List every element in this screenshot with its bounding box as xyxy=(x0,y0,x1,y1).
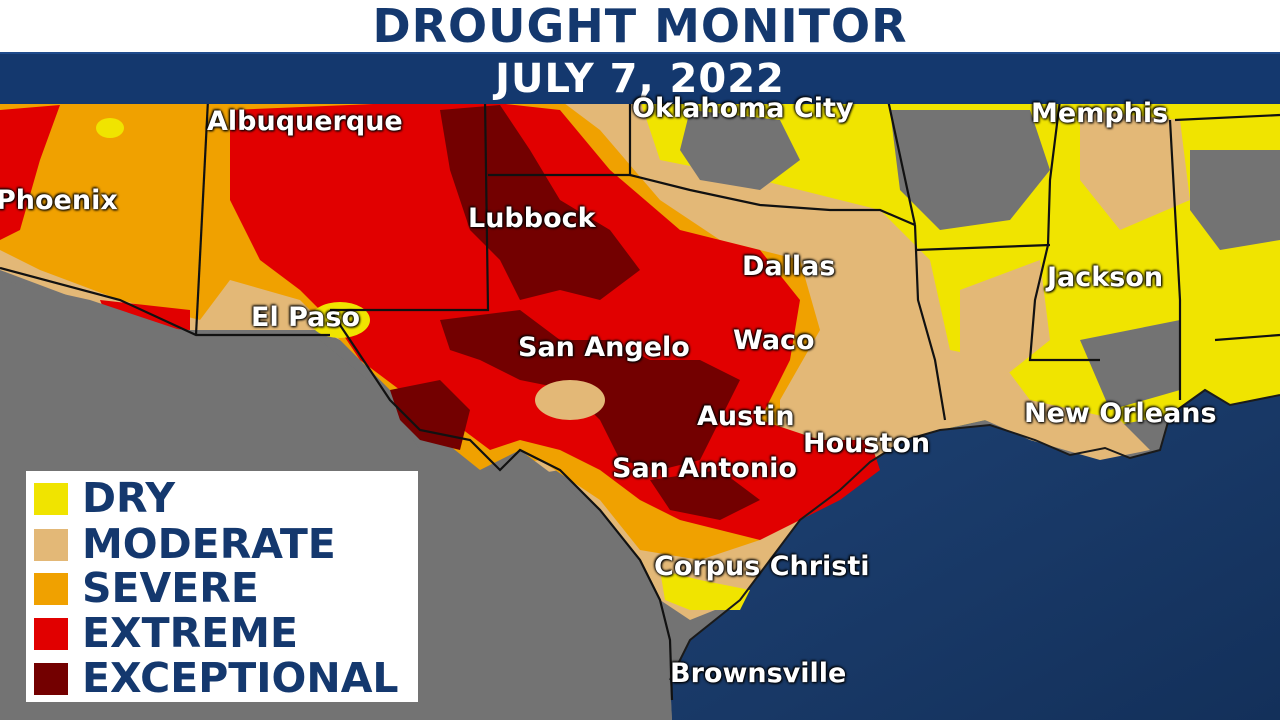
city-label-albuquerque: Albuquerque xyxy=(207,106,403,137)
legend-swatch-severe xyxy=(34,573,68,605)
legend-swatch-extreme xyxy=(34,618,68,650)
legend-item-extreme: EXTREME xyxy=(34,609,414,657)
no-drought-ok xyxy=(680,110,800,190)
city-label-jackson: Jackson xyxy=(1047,262,1164,293)
extreme-zone-az xyxy=(0,105,60,240)
date-bar: JULY 7, 2022 xyxy=(0,52,1280,104)
state-borders xyxy=(0,99,1280,701)
city-label-corpus-christi: Corpus Christi xyxy=(654,551,870,582)
no-drought-ar xyxy=(890,110,1050,230)
exceptional-zone-coast xyxy=(650,470,760,520)
city-label-san-antonio: San Antonio xyxy=(612,453,797,484)
legend-swatch-dry xyxy=(34,483,68,515)
exceptional-zone-south xyxy=(390,380,470,450)
legend-item-moderate: MODERATE xyxy=(34,520,414,568)
city-label-brownsville: Brownsville xyxy=(670,658,847,689)
map-title: DROUGHT MONITOR xyxy=(372,0,908,53)
title-bar: DROUGHT MONITOR xyxy=(0,0,1280,52)
legend-label-moderate: MODERATE xyxy=(82,520,336,568)
legend-item-severe: SEVERE xyxy=(34,564,414,612)
legend-swatch-moderate xyxy=(34,529,68,561)
moderate-zone-ms xyxy=(1080,110,1190,230)
legend-item-exceptional: EXCEPTIONAL xyxy=(34,654,414,702)
legend-label-severe: SEVERE xyxy=(82,564,259,612)
coastline xyxy=(669,388,1280,681)
dry-pocket-nm xyxy=(96,118,124,138)
city-label-memphis: Memphis xyxy=(1031,98,1169,129)
map-date: JULY 7, 2022 xyxy=(495,56,785,102)
legend: DRY MODERATE SEVERE EXTREME EXCEPTIONAL xyxy=(26,471,418,702)
city-label-austin: Austin xyxy=(697,401,795,432)
city-label-oklahoma-city: Oklahoma City xyxy=(632,93,854,124)
no-drought-sw-la xyxy=(1080,320,1180,410)
city-label-new-orleans: New Orleans xyxy=(1024,398,1217,429)
dry-zone-coastal-bend xyxy=(660,570,750,610)
legend-label-dry: DRY xyxy=(82,474,176,522)
moderate-zone-la xyxy=(960,260,1050,380)
legend-swatch-exceptional xyxy=(34,663,68,695)
city-label-waco: Waco xyxy=(733,325,815,356)
exceptional-zone-panhandle xyxy=(440,105,640,300)
moderate-pocket-san-angelo xyxy=(535,380,605,420)
city-label-dallas: Dallas xyxy=(742,251,836,282)
city-label-phoenix: Phoenix xyxy=(0,185,118,216)
legend-item-dry: DRY xyxy=(34,474,414,522)
no-drought-al xyxy=(1190,150,1280,250)
city-label-el-paso: El Paso xyxy=(251,302,361,333)
legend-label-extreme: EXTREME xyxy=(82,609,298,657)
city-label-lubbock: Lubbock xyxy=(468,203,596,234)
city-label-san-angelo: San Angelo xyxy=(518,332,690,363)
extreme-zone xyxy=(230,100,880,540)
city-label-houston: Houston xyxy=(803,428,931,459)
legend-label-exceptional: EXCEPTIONAL xyxy=(82,654,399,702)
